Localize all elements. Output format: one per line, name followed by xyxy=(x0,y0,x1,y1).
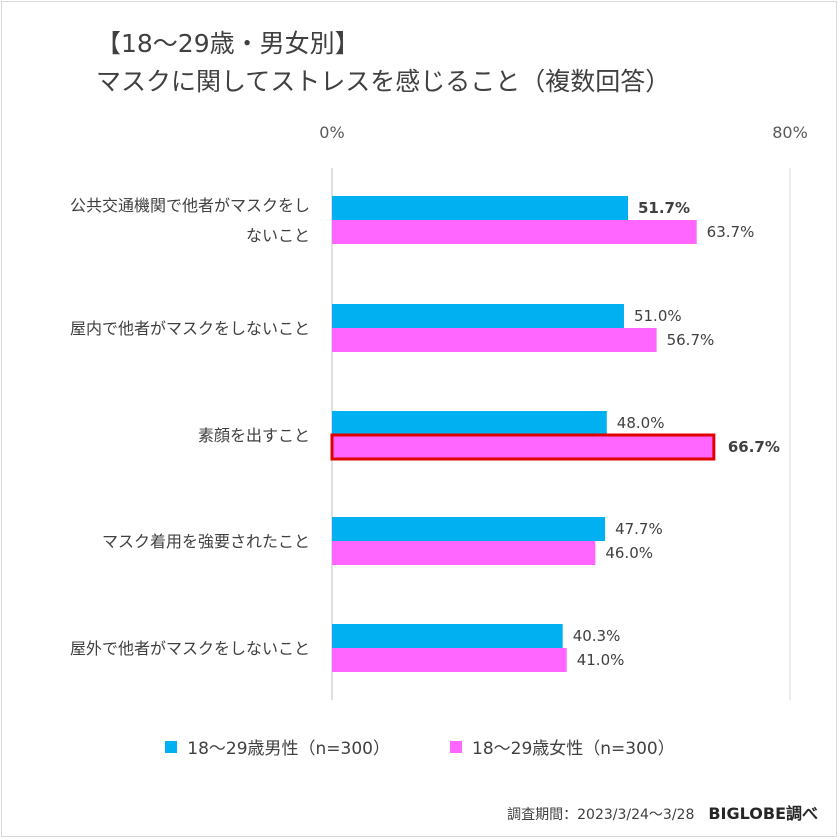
data-label: 48.0% xyxy=(617,414,665,432)
data-label: 51.0% xyxy=(634,307,682,325)
bar-male xyxy=(332,411,607,435)
data-label: 47.7% xyxy=(615,520,663,538)
bar-male xyxy=(332,624,563,648)
data-label: 63.7% xyxy=(707,223,755,241)
x-tick-label: 0% xyxy=(319,123,344,142)
bar-female xyxy=(332,541,596,565)
brand-credit: BIGLOBE調べ xyxy=(708,804,818,823)
bar-male xyxy=(332,517,606,541)
chart-title-line2: マスクに関してストレスを感じること（複数回答） xyxy=(96,67,671,96)
data-label: 51.7% xyxy=(638,199,690,217)
legend-swatch-female xyxy=(450,740,462,753)
category-label: マスク着用を強要されたこと xyxy=(102,532,310,551)
legend-label-female: 18〜29歳女性（n=300） xyxy=(472,739,675,759)
category-label: 屋内で他者がマスクをしないこと xyxy=(70,319,310,338)
bar-male xyxy=(332,196,628,220)
x-tick-label: 80% xyxy=(772,123,808,142)
bar-female xyxy=(332,648,567,672)
data-label: 56.7% xyxy=(667,331,715,349)
bar-female xyxy=(330,433,716,461)
bar-male xyxy=(332,304,624,328)
data-label: 40.3% xyxy=(573,627,621,645)
chart-title-line1: 【18〜29歳・男女別】 xyxy=(96,29,360,58)
legend-label-male: 18〜29歳男性（n=300） xyxy=(187,739,390,759)
legend-item-female: 18〜29歳女性（n=300） xyxy=(450,734,675,759)
bar-female xyxy=(332,328,657,352)
category-label: 素顔を出すこと xyxy=(198,426,310,445)
category-label: 公共交通機関で他者がマスクをし xyxy=(70,196,310,215)
bar-female xyxy=(332,220,697,244)
category-label: 屋外で他者がマスクをしないこと xyxy=(70,639,310,658)
legend-swatch-male xyxy=(165,740,178,753)
data-label: 66.7% xyxy=(728,438,780,456)
category-label: ないこと xyxy=(246,226,310,245)
footer: 調査期間：2023/3/24〜3/28 BIGLOBE調べ xyxy=(507,800,818,824)
data-label: 41.0% xyxy=(577,651,625,669)
data-label: 46.0% xyxy=(605,544,653,562)
legend-item-male: 18〜29歳男性（n=300） xyxy=(165,734,390,759)
survey-period: 調査期間：2023/3/24〜3/28 xyxy=(507,807,695,823)
legend: 18〜29歳男性（n=300） 18〜29歳女性（n=300） xyxy=(0,734,840,759)
